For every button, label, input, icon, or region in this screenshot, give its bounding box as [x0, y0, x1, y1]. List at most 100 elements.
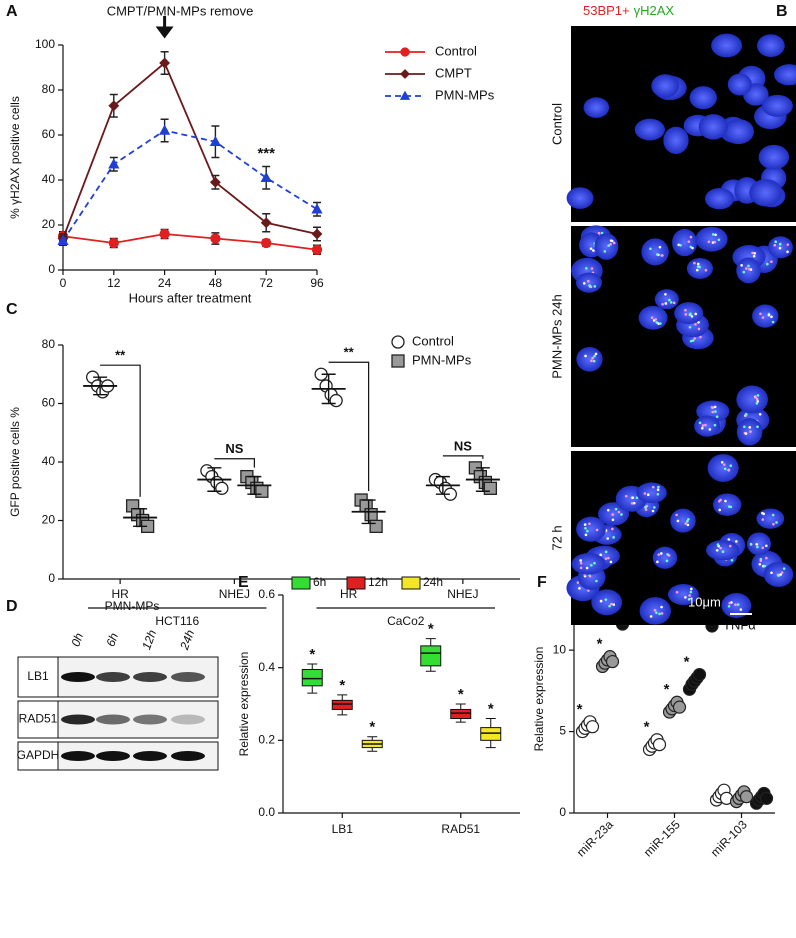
focus	[576, 581, 580, 584]
focus	[649, 247, 652, 251]
focus	[609, 239, 613, 242]
focus	[728, 544, 732, 548]
significance: *	[597, 636, 603, 653]
y-tick-label: 10	[553, 642, 567, 656]
y-axis-label: Relative expression	[237, 652, 251, 757]
legend-label: 6h	[313, 575, 326, 589]
point	[652, 737, 667, 752]
nucleus	[641, 238, 669, 266]
focus	[758, 413, 762, 416]
focus	[579, 561, 583, 565]
marker	[260, 217, 272, 229]
focus	[586, 279, 590, 283]
nucleus	[711, 33, 743, 58]
focus	[651, 509, 655, 513]
focus	[730, 558, 734, 562]
point	[692, 667, 707, 682]
focus	[686, 520, 689, 523]
x-tick-label: 72	[260, 276, 274, 290]
focus	[747, 267, 751, 271]
nucleus	[634, 118, 665, 141]
focus	[584, 354, 587, 358]
significance: *	[458, 686, 464, 703]
box	[450, 708, 472, 720]
focus	[763, 564, 766, 568]
nucleus	[749, 179, 783, 207]
focus	[761, 518, 765, 521]
focus	[761, 511, 764, 515]
nucleus	[713, 493, 742, 516]
significance: *	[577, 701, 583, 718]
focus	[604, 550, 608, 554]
focus	[607, 556, 610, 560]
bracket	[100, 364, 141, 497]
focus	[756, 394, 760, 397]
marker	[57, 234, 69, 246]
error-bar	[361, 499, 376, 525]
focus	[719, 546, 722, 550]
lane-label: 24h	[177, 628, 197, 653]
focus	[693, 261, 696, 265]
focus	[630, 502, 634, 505]
focus	[651, 485, 655, 489]
nucleus	[674, 302, 704, 325]
focus	[724, 499, 727, 503]
focus	[774, 240, 777, 244]
focus	[603, 250, 607, 253]
x-tick-label: 24	[158, 276, 172, 290]
nucleus	[723, 118, 754, 145]
band	[61, 672, 95, 682]
focus	[657, 485, 660, 489]
point	[605, 654, 620, 669]
focus	[597, 231, 601, 235]
focus	[755, 397, 759, 401]
focus	[786, 250, 789, 254]
legend-label: Control	[435, 43, 477, 58]
focus	[687, 597, 691, 601]
point	[759, 791, 774, 805]
focus	[659, 322, 662, 325]
box	[480, 727, 502, 741]
band	[133, 751, 167, 761]
nucleus	[757, 34, 785, 58]
significance: *	[309, 646, 315, 663]
x-tick-label: HR	[111, 587, 129, 601]
nucleus	[654, 289, 679, 310]
nucleus	[652, 546, 678, 569]
focus	[590, 267, 594, 270]
marker	[209, 135, 222, 147]
focus	[643, 492, 647, 495]
focus	[609, 243, 612, 246]
marker	[399, 90, 411, 100]
focus	[592, 249, 595, 252]
focus	[759, 559, 763, 563]
x-tick-label: 12	[107, 276, 121, 290]
legend-label: PMN-MPs	[412, 352, 472, 367]
focus	[716, 543, 720, 546]
focus	[654, 318, 658, 321]
stain-title: 53BP1+ γH2AX	[583, 3, 674, 18]
error-bar	[247, 475, 262, 495]
focus	[610, 602, 613, 606]
focus	[752, 254, 756, 258]
nucleus	[727, 73, 752, 96]
focus	[585, 267, 588, 270]
group-label: HCT116	[155, 614, 199, 628]
focus	[653, 506, 656, 509]
error-bar	[475, 467, 490, 492]
focus	[715, 415, 719, 418]
focus	[780, 571, 784, 574]
stain-label: γH2AX	[634, 3, 675, 18]
point	[672, 700, 687, 714]
focus	[611, 513, 614, 516]
y-tick-label: 60	[42, 396, 56, 410]
nucleus	[756, 508, 785, 529]
focus	[668, 298, 671, 302]
focus	[714, 233, 717, 237]
marker	[311, 228, 323, 240]
nucleus	[583, 97, 610, 118]
focus	[690, 315, 694, 318]
marker	[215, 481, 229, 495]
nucleus	[576, 346, 603, 372]
focus	[579, 566, 583, 570]
